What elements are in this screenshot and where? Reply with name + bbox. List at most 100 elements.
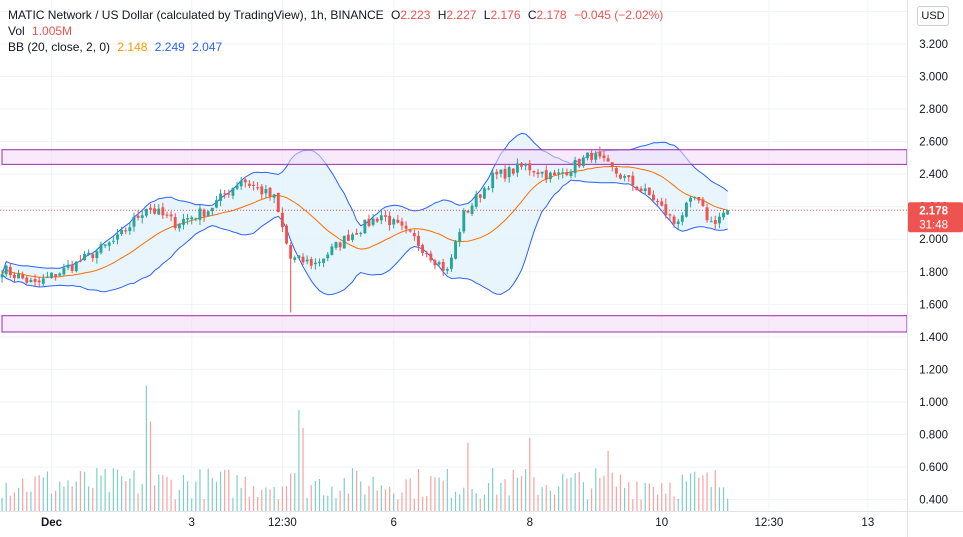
candle (194, 217, 198, 222)
candle (41, 274, 45, 288)
volume-bar (578, 471, 580, 511)
candle (21, 271, 25, 280)
volume-bar (302, 428, 304, 511)
volume-bar (595, 468, 597, 511)
candle (359, 231, 363, 237)
volume-label: Vol (8, 24, 25, 38)
candle-body (594, 153, 598, 160)
volume-bar (533, 477, 535, 511)
volume-bar (154, 485, 156, 511)
volume-bar (75, 481, 77, 511)
candle-body (635, 186, 639, 191)
candle-body (503, 168, 507, 179)
candle-body (309, 258, 313, 266)
candle-body (182, 219, 185, 225)
volume-bar (694, 471, 696, 511)
volume-bar (34, 476, 36, 511)
candle (144, 208, 148, 218)
volume-bar (59, 481, 61, 511)
volume-bar (492, 468, 494, 511)
candle-body (619, 174, 622, 179)
candle-body (454, 241, 458, 259)
candle (553, 169, 556, 176)
volume-bar (681, 474, 683, 511)
volume-bar (537, 494, 539, 511)
last-price-value: 2.178 (919, 205, 948, 217)
ohlc-close: C2.178 (528, 8, 567, 22)
candle-body (425, 253, 429, 255)
candle-body (540, 171, 544, 174)
candle-body (726, 210, 730, 215)
candle (722, 208, 725, 221)
candle (371, 213, 375, 227)
volume-bar (298, 410, 300, 511)
volume-bar (121, 476, 123, 511)
candle-body (313, 262, 317, 265)
last-price-badge-bg (908, 202, 963, 233)
volume-bar (450, 497, 453, 511)
candle (4, 264, 8, 277)
candle-body (536, 172, 540, 175)
candle (132, 212, 136, 232)
candle (165, 211, 169, 219)
volume-bar (718, 487, 721, 511)
volume-bar (496, 494, 498, 511)
currency-button[interactable]: USD (917, 6, 949, 26)
candle (50, 272, 53, 279)
candle-body (4, 265, 8, 275)
volume-bar (318, 478, 321, 511)
candle (635, 185, 639, 191)
volume-bar (397, 499, 399, 511)
volume-bar (199, 469, 201, 511)
candle (676, 218, 680, 230)
volume-bar (145, 385, 147, 511)
volume-bar (508, 495, 510, 511)
volume-bar (591, 488, 593, 511)
candle-body (627, 175, 631, 178)
volume-bar (5, 482, 7, 511)
candle (548, 171, 552, 183)
candle (219, 189, 223, 207)
candle (289, 242, 293, 313)
volume-bar (388, 486, 391, 511)
high-value: 2.227 (446, 8, 477, 22)
candle-body (458, 232, 462, 242)
volume-bar (248, 496, 251, 511)
volume-bar (335, 498, 337, 511)
candle (231, 187, 235, 200)
candle-body (375, 218, 379, 222)
volume-bar (727, 498, 729, 511)
candle (590, 149, 594, 163)
volume-bar (426, 496, 428, 511)
candle-body (330, 246, 334, 255)
candle (680, 212, 684, 226)
candle-body (272, 194, 276, 198)
bollinger-lower-value: 2.047 (192, 40, 223, 54)
candle-body (437, 262, 441, 265)
volume-bar (430, 476, 432, 511)
volume-bar (314, 480, 316, 511)
candle-body (66, 265, 70, 268)
price-tick-label: 3.200 (919, 39, 948, 51)
candle-body (388, 215, 392, 226)
candle-body (260, 186, 264, 195)
time-tick-label: 8 (527, 517, 533, 529)
candle (326, 252, 330, 262)
candle (396, 214, 400, 224)
candle-body (709, 221, 713, 223)
candle-body (70, 265, 74, 271)
volume-bar (689, 473, 692, 511)
candle-body (507, 167, 511, 178)
candle-body (515, 163, 519, 173)
candle (379, 210, 383, 225)
candle (437, 260, 441, 266)
volume-bar (67, 480, 69, 511)
candle (458, 228, 462, 247)
candle (388, 211, 392, 231)
change-value: −0.045 (−2.02%) (573, 8, 664, 22)
candle-body (433, 260, 437, 266)
volume-bar (541, 487, 543, 511)
volume-bar (570, 477, 572, 511)
candle-body (25, 277, 29, 283)
